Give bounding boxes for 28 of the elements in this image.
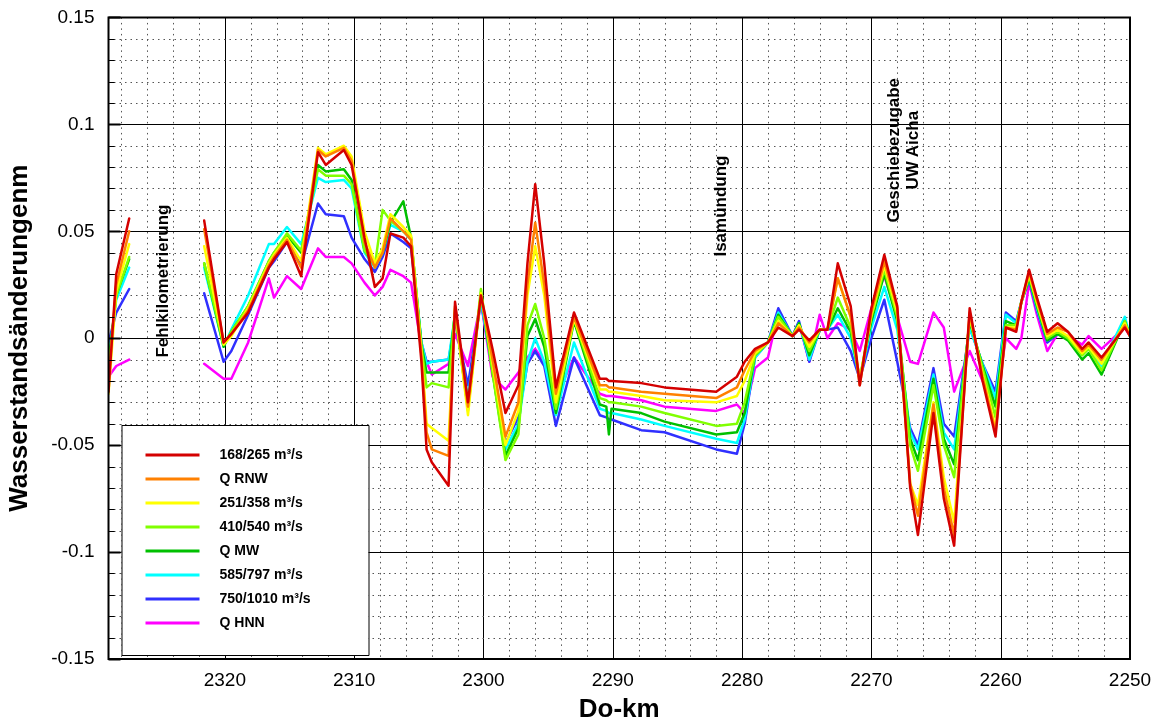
- x-tick-label: 2250: [1108, 668, 1152, 690]
- y-tick-label: -0.05: [51, 433, 95, 455]
- x-tick-label: 2260: [979, 668, 1022, 690]
- annotation: Isamündung: [711, 155, 731, 257]
- x-tick-label: 2270: [850, 668, 893, 690]
- x-tick-label: 2300: [462, 668, 505, 690]
- x-tick-label: 2310: [333, 668, 376, 690]
- legend-label: 410/540 m³/s: [219, 517, 303, 534]
- x-axis-title: Do-km: [578, 692, 660, 723]
- y-tick-label: 0.15: [57, 5, 95, 27]
- y-tick-label: 0: [83, 326, 95, 348]
- legend-label: 168/265 m³/s: [219, 445, 303, 462]
- annotation: Fehlkilometrierung: [153, 204, 173, 358]
- y-axis-title: Wasserstandsänderungenm: [2, 164, 33, 512]
- legend-label: 585/797 m³/s: [219, 565, 303, 582]
- x-tick-label: 2320: [203, 668, 247, 690]
- y-tick-label: -0.1: [61, 540, 95, 562]
- legend-label: Q RNW: [219, 469, 269, 486]
- legend-label: Q HNN: [219, 613, 265, 630]
- x-tick-label: 2280: [720, 668, 764, 690]
- y-tick-label: 0.1: [68, 112, 95, 134]
- x-tick-label: 2290: [591, 668, 634, 690]
- legend-label: 251/358 m³/s: [219, 493, 303, 510]
- y-tick-label: -0.15: [51, 647, 95, 669]
- legend-label: 750/1010 m³/s: [219, 589, 311, 606]
- annotation: Geschiebezugabe UW Aicha: [884, 77, 923, 223]
- y-tick-label: 0.05: [57, 219, 95, 241]
- legend-label: Q MW: [219, 541, 260, 558]
